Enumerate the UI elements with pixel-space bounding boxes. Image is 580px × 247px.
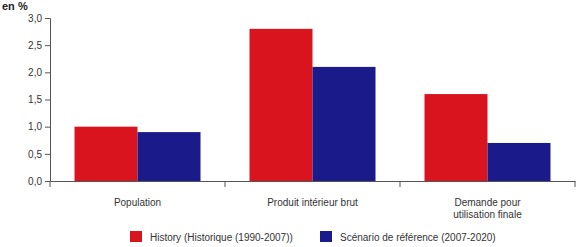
y-tick: 3,0 [28, 13, 50, 24]
y-tick: 1,0 [28, 121, 50, 132]
bar [250, 29, 313, 181]
legend-swatch [130, 231, 142, 242]
legend-item: History (Historique (1990-2007)) [130, 231, 293, 243]
bar [488, 143, 551, 181]
x-tick-label: Produit intérieur brut [267, 197, 358, 208]
y-tick: 2,5 [28, 40, 50, 51]
y-tick-label: 0,0 [28, 176, 42, 187]
legend-label: Scénario de référence (2007-2020) [340, 232, 496, 243]
x-separator [225, 181, 226, 187]
bar [75, 127, 138, 181]
x-tick: Population [114, 181, 161, 208]
y-tick-label: 0,5 [28, 149, 42, 160]
x-separator [575, 181, 576, 187]
y-tick-mark [45, 18, 50, 19]
x-tick-label: Demande pourutilisation finale [453, 197, 522, 220]
y-tick-mark [45, 154, 50, 155]
bar [425, 94, 488, 181]
y-tick-mark [45, 45, 50, 46]
x-axis-line [51, 181, 576, 182]
bars [75, 29, 551, 181]
legend-item: Scénario de référence (2007-2020) [320, 231, 496, 243]
x-separators [50, 181, 575, 187]
y-tick-mark [45, 100, 50, 101]
legend-label: History (Historique (1990-2007)) [150, 232, 293, 243]
bar [138, 132, 201, 181]
legend: History (Historique (1990-2007)) Scénario… [130, 231, 496, 243]
x-tick-label: Population [114, 197, 161, 208]
bar [313, 67, 376, 181]
x-tick: Produit intérieur brut [267, 181, 358, 208]
y-axis-title: en % [2, 0, 28, 12]
y-tick-label: 1,0 [28, 121, 42, 132]
y-tick-label: 2,0 [28, 67, 42, 78]
chart: 0,0 0,5 1,0 1,5 2,0 2,5 3,0 Population Produit i… [0, 0, 580, 247]
y-tick: 0,5 [28, 149, 50, 160]
y-tick-label: 3,0 [28, 13, 42, 24]
y-tick-mark [45, 72, 50, 73]
y-tick: 0,0 [28, 176, 50, 187]
x-separator [400, 181, 401, 187]
y-tick-label: 1,5 [28, 94, 42, 105]
plot: 0,0 0,5 1,0 1,5 2,0 2,5 3,0 Population Produit i… [28, 13, 575, 220]
x-axis: Population Produit intérieur brut Demande … [51, 181, 576, 220]
y-axis-line [45, 19, 51, 182]
y-tick: 2,0 [28, 67, 50, 78]
y-tick: 1,5 [28, 94, 50, 105]
x-tick: Demande pourutilisation finale [453, 181, 522, 220]
y-tick-label: 2,5 [28, 40, 42, 51]
x-separator [50, 181, 51, 187]
y-axis: 0,0 0,5 1,0 1,5 2,0 2,5 3,0 [28, 13, 50, 187]
y-tick-mark [45, 181, 50, 182]
legend-swatch [320, 231, 332, 242]
y-tick-mark [45, 127, 50, 128]
